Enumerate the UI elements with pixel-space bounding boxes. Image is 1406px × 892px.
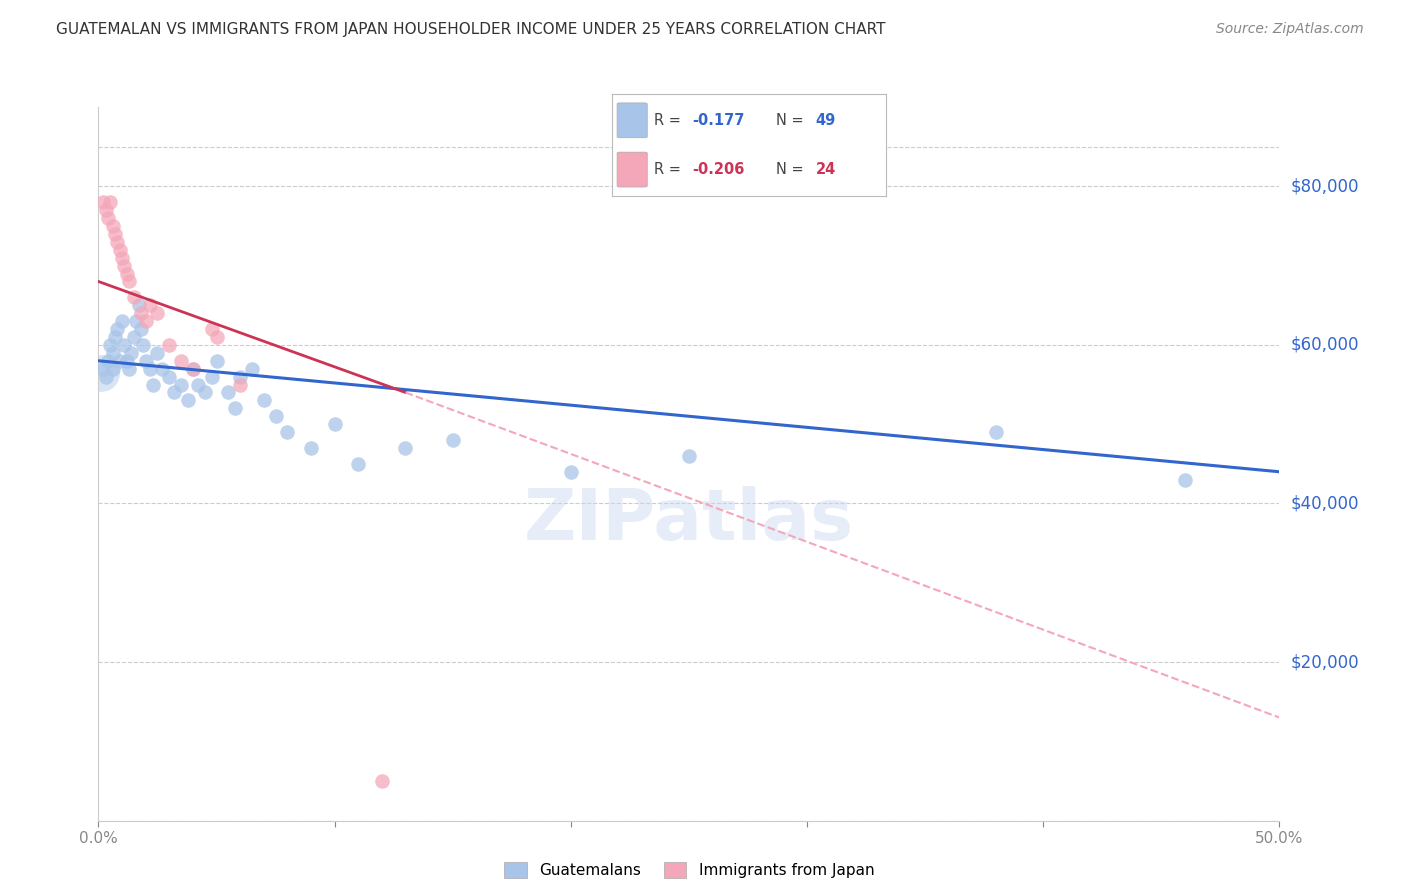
Point — [1174, 473, 1197, 487]
Point — [105, 322, 128, 336]
Point — [157, 369, 180, 384]
Point — [441, 433, 464, 447]
Point — [323, 417, 346, 432]
Point — [128, 298, 150, 312]
Point — [146, 346, 169, 360]
Text: $40,000: $40,000 — [1291, 494, 1360, 513]
Text: N =: N = — [776, 162, 808, 178]
Point — [118, 275, 141, 289]
Point — [104, 330, 127, 344]
Point — [205, 330, 228, 344]
Point — [98, 195, 121, 210]
Text: Source: ZipAtlas.com: Source: ZipAtlas.com — [1216, 22, 1364, 37]
Point — [135, 314, 157, 328]
Text: GUATEMALAN VS IMMIGRANTS FROM JAPAN HOUSEHOLDER INCOME UNDER 25 YEARS CORRELATIO: GUATEMALAN VS IMMIGRANTS FROM JAPAN HOUS… — [56, 22, 886, 37]
Point — [97, 211, 120, 225]
Point — [97, 353, 120, 368]
Point — [125, 314, 148, 328]
Point — [201, 322, 224, 336]
Point — [115, 267, 138, 281]
Text: R =: R = — [654, 112, 686, 128]
Point — [142, 377, 165, 392]
Point — [347, 457, 370, 471]
Point — [111, 314, 134, 328]
Point — [253, 393, 276, 408]
Point — [139, 298, 162, 312]
Point — [240, 361, 263, 376]
Point — [276, 425, 298, 439]
Point — [121, 346, 143, 360]
Point — [299, 441, 322, 455]
Point — [217, 385, 239, 400]
Point — [118, 361, 141, 376]
Point — [122, 330, 145, 344]
Point — [108, 243, 131, 257]
Point — [111, 251, 134, 265]
Point — [132, 338, 155, 352]
Text: $20,000: $20,000 — [1291, 653, 1360, 671]
Text: 24: 24 — [815, 162, 837, 178]
Point — [181, 361, 204, 376]
Point — [122, 290, 145, 304]
Point — [135, 353, 157, 368]
Point — [108, 353, 131, 368]
Point — [201, 369, 224, 384]
Text: $80,000: $80,000 — [1291, 178, 1360, 195]
Point — [177, 393, 200, 408]
Point — [94, 369, 117, 384]
Point — [101, 346, 124, 360]
Text: -0.177: -0.177 — [693, 112, 745, 128]
Point — [91, 361, 114, 376]
Point — [187, 377, 209, 392]
Point — [104, 227, 127, 241]
Point — [181, 361, 204, 376]
Point — [170, 377, 193, 392]
Point — [170, 353, 193, 368]
Point — [129, 306, 152, 320]
Point — [560, 465, 582, 479]
Point — [205, 353, 228, 368]
Point — [229, 377, 252, 392]
Point — [129, 322, 152, 336]
Point — [94, 203, 117, 218]
Point — [115, 353, 138, 368]
Point — [101, 361, 124, 376]
Point — [98, 338, 121, 352]
Legend: Guatemalans, Immigrants from Japan: Guatemalans, Immigrants from Japan — [498, 856, 880, 884]
Point — [194, 385, 217, 400]
Point — [224, 401, 246, 416]
Text: N =: N = — [776, 112, 808, 128]
Point — [139, 361, 162, 376]
Text: ZIPatlas: ZIPatlas — [524, 486, 853, 556]
Point — [112, 259, 135, 273]
Point — [264, 409, 287, 424]
FancyBboxPatch shape — [617, 103, 647, 137]
Point — [146, 306, 169, 320]
Point — [112, 338, 135, 352]
Point — [394, 441, 416, 455]
Point — [163, 385, 186, 400]
Point — [101, 219, 124, 233]
Point — [157, 338, 180, 352]
Text: 49: 49 — [815, 112, 837, 128]
Text: -0.206: -0.206 — [693, 162, 745, 178]
Point — [984, 425, 1007, 439]
Text: R =: R = — [654, 162, 686, 178]
Point — [105, 235, 128, 249]
Point — [229, 369, 252, 384]
Point — [90, 366, 112, 380]
Point — [371, 774, 394, 789]
Point — [678, 449, 700, 463]
Point — [91, 195, 114, 210]
FancyBboxPatch shape — [617, 153, 647, 187]
Point — [150, 361, 173, 376]
Text: $60,000: $60,000 — [1291, 336, 1360, 354]
